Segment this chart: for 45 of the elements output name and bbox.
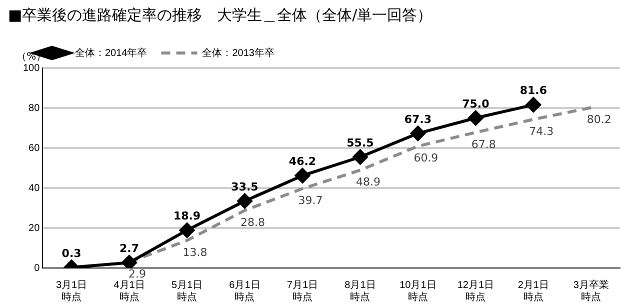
y-tick-label: 40 [28,182,40,194]
data-label: 28.8 [240,216,265,229]
data-label: 67.3 [404,112,432,126]
x-tick-label: 2月1日時点 [518,280,549,303]
point [122,255,137,268]
data-label: 33.5 [231,180,258,194]
data-label: 75.0 [462,97,490,110]
data-label: 2.7 [120,242,140,255]
data-label: 81.6 [520,84,548,98]
x-tick-label: 3月卒業時点 [573,278,609,303]
data-label: 60.9 [414,152,438,165]
data-label: 55.5 [346,136,374,150]
point [180,222,195,238]
data-label: 2.9 [128,268,146,281]
chart-title: ■卒業後の進路確定率の推移 大学生＿全体（全体/単一回答） [8,6,432,25]
x-tick-label: 4月1日時点 [114,280,145,303]
point [468,110,484,126]
x-tick-label: 7月1日時点 [286,280,318,303]
data-label: 74.3 [529,124,554,138]
y-tick-label: 20 [28,222,40,234]
point [352,150,368,164]
point [294,168,310,184]
data-label: 18.9 [173,210,201,223]
data-label: 13.8 [182,246,208,259]
legend-label: 全体：2014年卒 [75,46,148,59]
point [237,194,252,208]
y-tick-label: 100 [22,62,40,74]
y-tick-label: 0 [34,262,40,274]
point [526,97,541,112]
legend-label: 全体：2013年卒 [202,46,274,59]
y-tick-label: 80 [28,102,40,114]
data-label: 46.2 [288,154,316,168]
data-label: 39.7 [298,194,323,207]
y-tick-label: 60 [28,142,40,154]
data-label: 48.9 [356,176,380,189]
x-tick-label: 3月1日時点 [56,280,88,303]
x-tick-label: 8月1日時点 [344,280,376,303]
point [410,126,426,141]
data-label: 67.8 [471,138,496,151]
x-tick-label: 12月1日時点 [457,280,494,303]
data-label: 80.2 [586,112,612,126]
x-tick-label: 10月1日時点 [400,280,436,303]
x-tick-label: 5月1日時点 [171,280,203,303]
x-tick-label: 6月1日時点 [229,280,260,303]
data-label: 0.3 [62,246,82,260]
